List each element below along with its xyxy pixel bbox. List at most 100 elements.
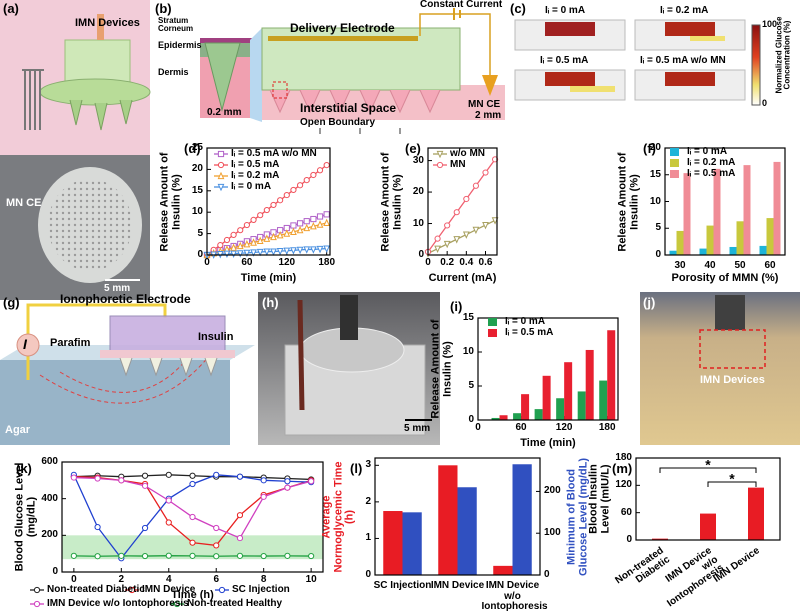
- legend-marker: [33, 586, 41, 594]
- x-tick-label: SC Injection: [373, 580, 432, 591]
- marker: [491, 156, 499, 163]
- y-tick-label: 600: [41, 455, 58, 467]
- bar: [402, 512, 422, 575]
- legend-marker: [128, 586, 136, 594]
- marker: [250, 249, 257, 257]
- drug-label: Insulin: [198, 331, 234, 343]
- space-label: Interstitial Space: [300, 101, 397, 115]
- device-label: IMN Devices: [700, 374, 765, 386]
- marker: [434, 245, 441, 254]
- legend-label: Iᵢ = 0.5 mA w/o MN: [231, 147, 317, 159]
- legend-marker: [217, 150, 225, 158]
- x-axis-label: Current (mA): [428, 272, 497, 285]
- marker: [472, 182, 480, 189]
- y-tick-label: 0: [468, 413, 474, 425]
- panel-label: (f): [643, 141, 656, 156]
- marker: [303, 218, 310, 225]
- gel-label: Agar: [5, 424, 31, 436]
- marker: [165, 519, 172, 526]
- legend-label: IMN Device w/o Iontophoresis: [47, 597, 189, 609]
- panel-label: (l): [350, 461, 363, 476]
- legend-swatch: [670, 148, 679, 156]
- bar: [683, 173, 691, 255]
- significance-bracket: [707, 481, 757, 487]
- plot-frame: [635, 457, 781, 541]
- bar: [700, 513, 716, 540]
- bar: [585, 349, 594, 420]
- photo-wire: [297, 299, 305, 411]
- map-2-plume: [690, 36, 725, 41]
- y-tick-label: 120: [615, 479, 632, 491]
- plot-frame: [61, 461, 324, 573]
- marker: [189, 552, 196, 559]
- legend-swatch: [670, 159, 679, 167]
- bar: [607, 330, 616, 420]
- marker: [462, 231, 470, 239]
- legend-label: w/o MN: [450, 147, 485, 159]
- needle-array: [269, 89, 441, 114]
- device-post: [97, 14, 104, 40]
- marker: [165, 471, 172, 478]
- delivery-electrode: [268, 36, 418, 41]
- scale-label: 5 mm: [104, 283, 131, 294]
- marker: [443, 240, 451, 249]
- legend-label: Iᵢ = 0.5 mA: [687, 167, 736, 179]
- legend-label: MN: [450, 158, 466, 170]
- marker: [141, 482, 149, 489]
- marker: [316, 167, 324, 174]
- bar: [534, 409, 543, 420]
- y-axis-label: Release Amount of Insulin (%): [616, 151, 640, 252]
- marker: [482, 222, 489, 230]
- bar: [699, 248, 707, 255]
- bar: [521, 394, 530, 420]
- panel-label: (d): [184, 141, 201, 156]
- x-tick-label: 0: [475, 421, 481, 433]
- x-tick-label: 120: [278, 256, 296, 268]
- x-tick-label: 4: [165, 573, 172, 585]
- y2-axis-label: Minimum of Blood Glucose Level (mg/dL): [565, 457, 589, 576]
- x-tick-label: 120: [555, 421, 573, 433]
- x-tick-label: 40: [704, 260, 716, 271]
- y-tick-label: 0: [418, 248, 424, 260]
- map-2-source: [665, 22, 715, 36]
- layer-label: Epidermis: [158, 40, 202, 50]
- significance-mark: *: [729, 470, 735, 487]
- microneedles: [69, 99, 133, 131]
- bar: [748, 487, 764, 540]
- bar: [736, 221, 744, 255]
- y-tick-label: 10: [412, 217, 424, 229]
- electrode-wire: [26, 303, 167, 380]
- legend-label: Iᵢ = 0.2 mA: [231, 169, 280, 181]
- marker: [94, 475, 101, 482]
- marker: [118, 477, 125, 484]
- marker: [290, 186, 297, 194]
- bar: [599, 380, 608, 420]
- colorbar: [751, 24, 761, 106]
- marker: [482, 169, 489, 176]
- x-axis-label: Time (h): [171, 589, 214, 602]
- panel-label: (i): [450, 299, 463, 314]
- y-tick-label: 3: [365, 459, 371, 471]
- map-3-source: [545, 72, 595, 86]
- x-tick-label: 180: [318, 256, 336, 268]
- marker: [303, 246, 311, 254]
- boundary-arrows: [319, 128, 401, 134]
- colorbar-tick: 0: [762, 98, 768, 108]
- marker: [296, 246, 304, 255]
- y-tick-label: 5: [655, 222, 661, 233]
- significance-mark: *: [705, 456, 711, 473]
- marker: [290, 247, 297, 255]
- layer-label: Dermis: [158, 67, 189, 77]
- marker: [70, 474, 77, 481]
- bar: [773, 161, 781, 255]
- current-path: [39, 354, 211, 404]
- marker: [290, 227, 297, 235]
- boundary-label: Open Boundary: [300, 117, 376, 128]
- y-axis-label: Release Amount of Insulin (%): [158, 151, 182, 252]
- marker: [141, 552, 149, 560]
- counter-electrode: [22, 69, 44, 130]
- y-tick-label: 0: [626, 533, 632, 545]
- counter-needle: [482, 75, 498, 96]
- map-4-source: [665, 72, 715, 86]
- bar: [713, 168, 721, 255]
